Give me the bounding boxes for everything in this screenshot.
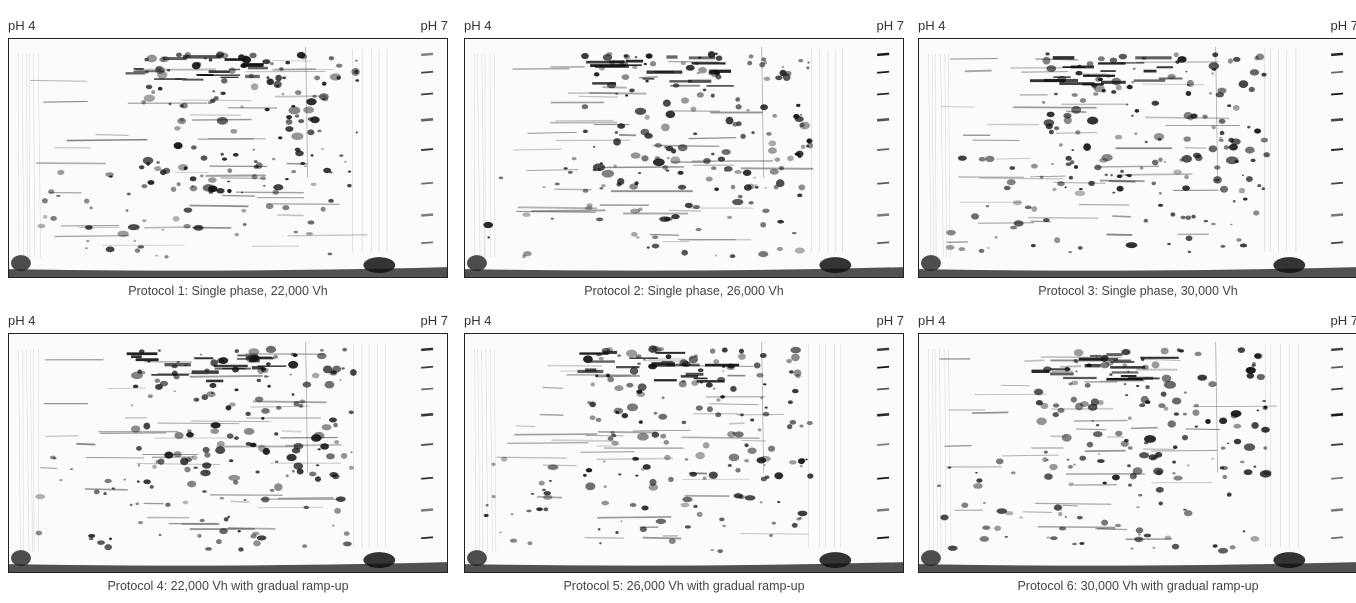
protocol-caption: Protocol 2: Single phase, 26,000 Vh <box>584 284 784 298</box>
ph-left-label: pH 4 <box>464 313 492 328</box>
gel-image <box>8 333 448 573</box>
gel-panel: pH 4 pH 7 Protocol 6: 30,000 Vh with gradu… <box>918 305 1356 597</box>
ph-left-label: pH 4 <box>918 18 946 33</box>
protocol-caption: Protocol 1: Single phase, 22,000 Vh <box>128 284 328 298</box>
gel-panel: pH 4 pH 7 Protocol 2: Single phase, 26,000… <box>464 10 904 302</box>
gel-spots-graphic <box>919 39 1356 277</box>
gel-image <box>464 333 904 573</box>
gel-image <box>918 38 1356 278</box>
ph-left-label: pH 4 <box>918 313 946 328</box>
gel-image <box>918 333 1356 573</box>
gel-panel: pH 4 pH 7 Protocol 4: 22,000 Vh with gradu… <box>8 305 448 597</box>
protocol-caption: Protocol 3: Single phase, 30,000 Vh <box>1038 284 1238 298</box>
gel-spots-graphic <box>9 39 447 277</box>
gel-image <box>8 38 448 278</box>
gel-image <box>464 38 904 278</box>
gel-panel: pH 4 pH 7 Protocol 5: 26,000 Vh with gradu… <box>464 305 904 597</box>
gel-spots-graphic <box>9 334 447 572</box>
protocol-caption: Protocol 6: 30,000 Vh with gradual ramp-… <box>1017 579 1259 593</box>
ph-right-label: pH 7 <box>420 313 448 328</box>
ph-right-label: pH 7 <box>420 18 448 33</box>
ph-right-label: pH 7 <box>1330 313 1356 328</box>
ph-right-label: pH 7 <box>876 18 904 33</box>
ph-left-label: pH 4 <box>464 18 492 33</box>
ph-right-label: pH 7 <box>1330 18 1356 33</box>
gel-panel: pH 4 pH 7 Protocol 3: Single phase, 30,000… <box>918 10 1356 302</box>
protocol-caption: Protocol 5: 26,000 Vh with gradual ramp-… <box>563 579 805 593</box>
gel-panel: pH 4 pH 7 Protocol 1: Single phase, 22,000… <box>8 10 448 302</box>
gel-spots-graphic <box>919 334 1356 572</box>
gel-spots-graphic <box>465 334 903 572</box>
gel-spots-graphic <box>465 39 903 277</box>
ph-left-label: pH 4 <box>8 18 36 33</box>
protocol-caption: Protocol 4: 22,000 Vh with gradual ramp-… <box>107 579 349 593</box>
ph-right-label: pH 7 <box>876 313 904 328</box>
ph-left-label: pH 4 <box>8 313 36 328</box>
